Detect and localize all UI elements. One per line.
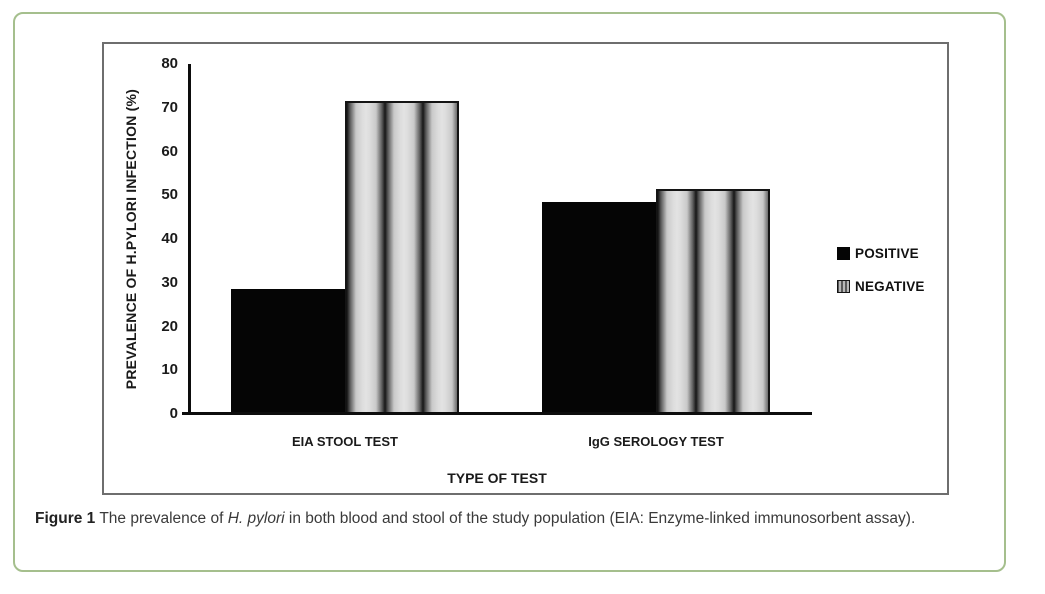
legend-label-negative: NEGATIVE bbox=[855, 278, 925, 294]
figure-frame: PREVALENCE OF H.PYLORI INFECTION (%) TYP… bbox=[13, 12, 1006, 572]
y-tick-70: 70 bbox=[161, 98, 178, 116]
legend-swatch-negative bbox=[837, 279, 850, 293]
x-category-igg-serology-test: IgG SEROLOGY TEST bbox=[588, 434, 724, 449]
legend-item-positive: POSITIVE bbox=[837, 245, 925, 261]
legend-item-negative: NEGATIVE bbox=[837, 278, 925, 294]
x-axis-line bbox=[182, 412, 812, 415]
bar-positive-igg-serology-test bbox=[542, 201, 656, 414]
y-tick-10: 10 bbox=[161, 361, 178, 379]
bar-negative-igg-serology-test bbox=[656, 188, 770, 414]
figure-caption-text-2: in both blood and stool of the study pop… bbox=[284, 510, 916, 527]
legend-swatch-positive bbox=[837, 246, 850, 260]
y-tick-80: 80 bbox=[161, 55, 178, 72]
legend: POSITIVE NEGATIVE bbox=[837, 245, 925, 311]
y-tick-40: 40 bbox=[161, 230, 178, 247]
x-axis-title: TYPE OF TEST bbox=[447, 470, 547, 486]
figure-caption: Figure 1 The prevalence of H. pylori in … bbox=[35, 506, 1015, 532]
figure-caption-text-1: The prevalence of bbox=[95, 510, 228, 527]
y-tick-60: 60 bbox=[161, 142, 178, 160]
legend-label-positive: POSITIVE bbox=[855, 245, 919, 261]
y-tick-20: 20 bbox=[161, 317, 178, 335]
figure-caption-species: H. pylori bbox=[227, 510, 285, 527]
y-tick-0: 0 bbox=[169, 405, 178, 422]
bar-negative-eia-stool-test bbox=[345, 101, 459, 414]
figure-caption-label: Figure 1 bbox=[35, 510, 96, 527]
y-tick-50: 50 bbox=[161, 186, 178, 204]
bar-positive-eia-stool-test bbox=[231, 289, 345, 414]
y-axis-line bbox=[188, 64, 191, 415]
chart-panel: PREVALENCE OF H.PYLORI INFECTION (%) TYP… bbox=[102, 42, 949, 495]
y-tick-30: 30 bbox=[161, 273, 178, 291]
x-category-eia-stool-test: EIA STOOL TEST bbox=[292, 434, 398, 449]
